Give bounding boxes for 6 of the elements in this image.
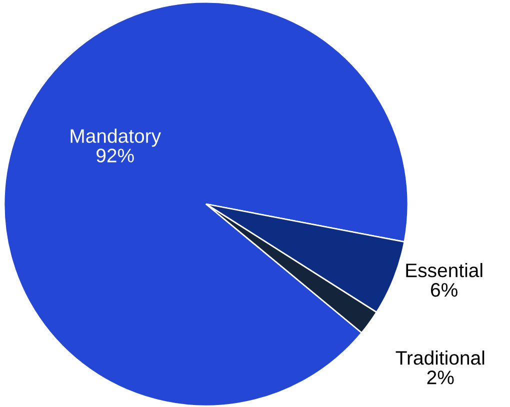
data-label: 92% [96, 148, 134, 162]
slice-label: Essential [406, 262, 482, 278]
data-label: 6% [431, 283, 458, 297]
slice-label: Mandatory [70, 128, 161, 147]
slice-label: Traditional [396, 350, 484, 365]
data-label: 2% [427, 370, 454, 384]
